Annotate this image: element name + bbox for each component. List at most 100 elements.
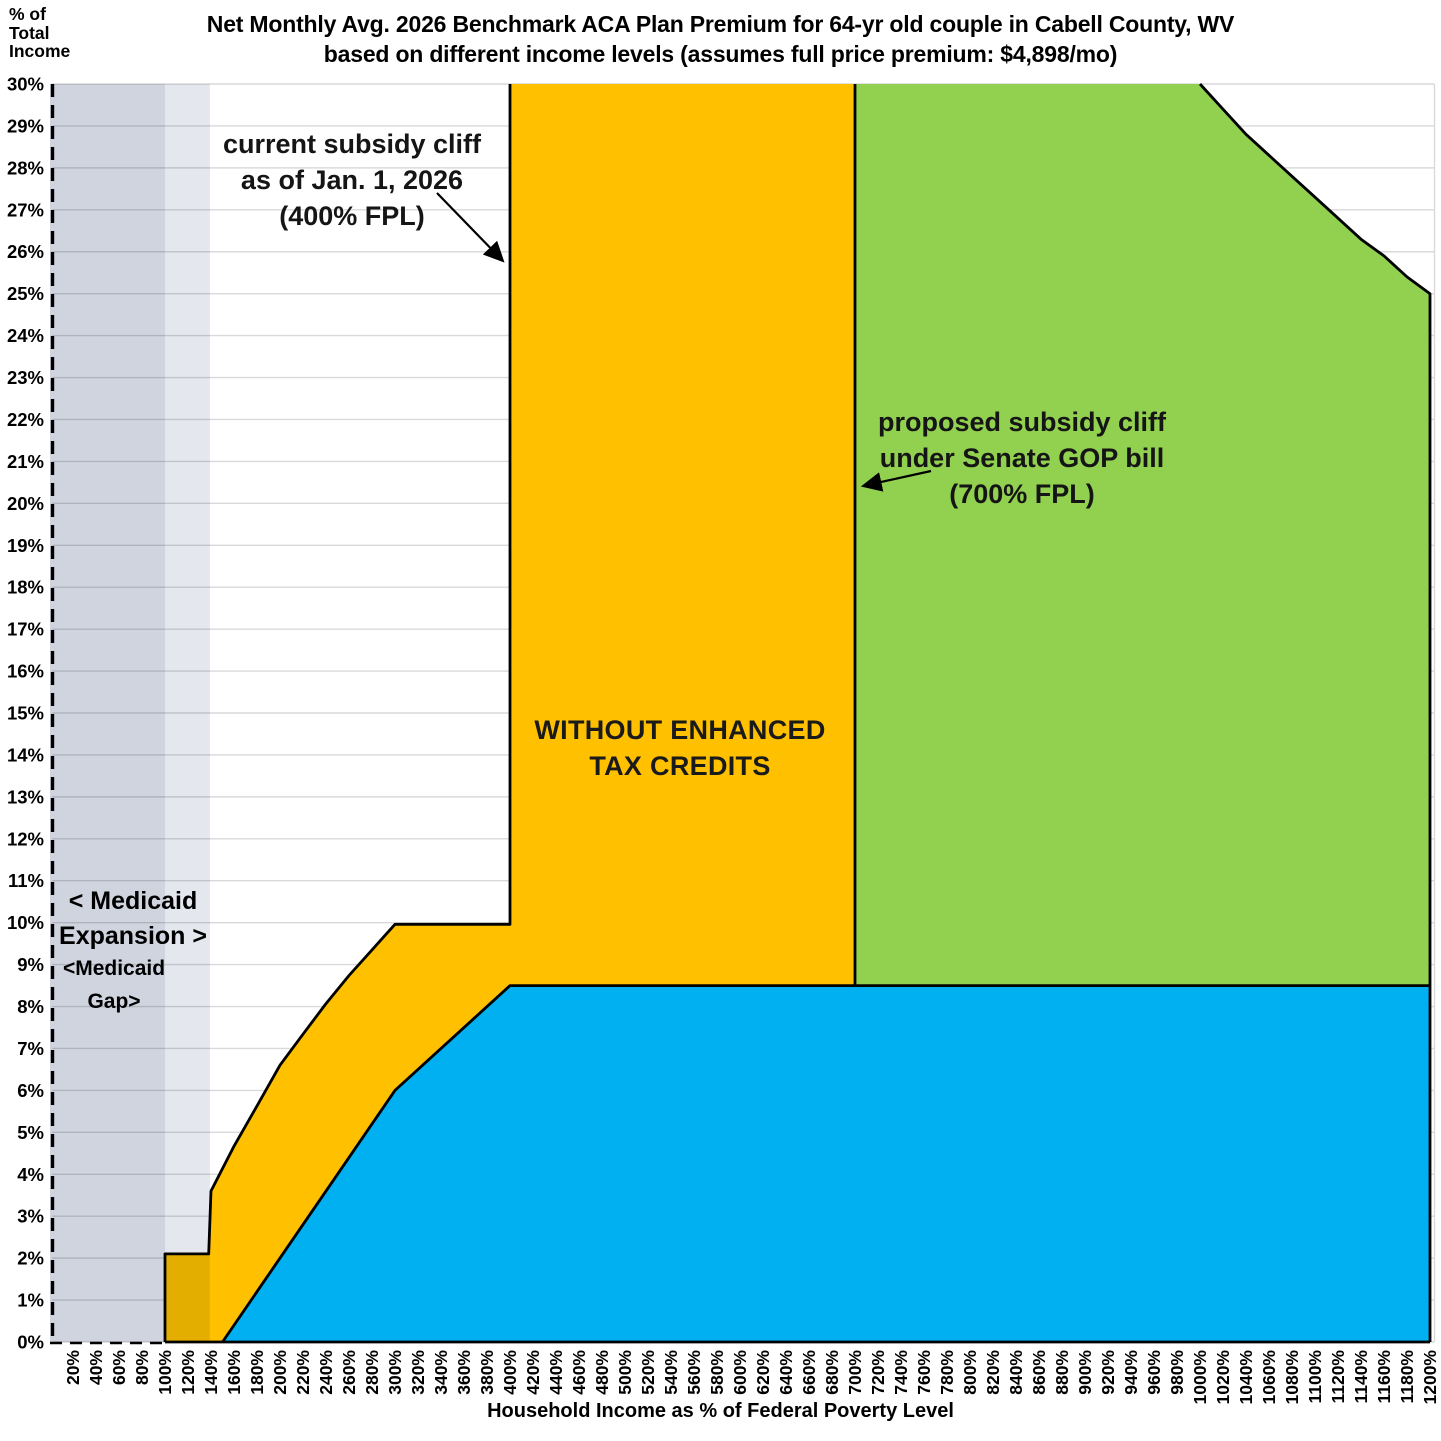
x-tick-label: 500% [615, 1350, 635, 1395]
x-tick-label: 120% [178, 1350, 198, 1395]
x-tick-label: 700% [845, 1350, 865, 1395]
y-tick-label: 8% [17, 996, 44, 1017]
y-tick-label: 4% [17, 1164, 44, 1185]
y-tick-label: 19% [7, 535, 44, 556]
annotation-700-line2: under Senate GOP bill [879, 443, 1165, 473]
y-tick-label: 0% [17, 1332, 44, 1353]
y-tick-label: 13% [7, 786, 44, 807]
y-tick-label: 7% [17, 1038, 44, 1059]
x-tick-label: 380% [477, 1350, 497, 1395]
chart-title-line1: Net Monthly Avg. 2026 Benchmark ACA Plan… [206, 11, 1235, 37]
y-tick-label: 21% [7, 451, 44, 472]
x-tick-label: 480% [592, 1350, 612, 1395]
y-tick-label: 20% [7, 493, 44, 514]
chart-title-line2: based on different income levels (assume… [323, 41, 1118, 67]
x-tick-label: 1040% [1236, 1350, 1256, 1405]
x-tick-label: 1180% [1397, 1350, 1417, 1404]
medicaid-gap-label: <Medicaid Gap> [34, 952, 194, 1018]
y-tick-label: 15% [7, 703, 44, 724]
y-axis-unit-label: % of Total Income [9, 5, 70, 61]
y-tick-label: 14% [7, 744, 44, 765]
x-tick-label: 440% [546, 1350, 566, 1395]
y-tick-label: 5% [17, 1122, 44, 1143]
y-axis-unit-line3: Income [9, 41, 71, 61]
x-tick-label: 780% [937, 1350, 957, 1395]
medicaid-expansion-line2: Expansion > [59, 922, 207, 950]
x-tick-label: 80% [132, 1350, 152, 1385]
x-tick-label: 720% [868, 1350, 888, 1395]
without-label-line1: WITHOUT ENHANCED [534, 715, 826, 745]
y-tick-label: 17% [7, 619, 44, 640]
y-tick-label: 2% [17, 1248, 44, 1269]
x-tick-label: 20% [63, 1350, 83, 1385]
x-tick-label: 1200% [1420, 1350, 1440, 1405]
x-tick-label: 300% [385, 1350, 405, 1395]
x-tick-label: 1000% [1190, 1350, 1210, 1405]
y-tick-label: 22% [7, 409, 44, 430]
y-axis-unit-line2: Total [9, 22, 50, 43]
x-tick-label: 1080% [1282, 1350, 1302, 1405]
y-tick-label: 12% [7, 828, 44, 849]
x-tick-label: 880% [1052, 1350, 1072, 1395]
x-tick-label: 760% [914, 1350, 934, 1395]
annotation-400-line2: as of Jan. 1, 2026 [240, 165, 464, 195]
x-tick-label: 360% [454, 1350, 474, 1395]
x-tick-label: 1160% [1374, 1350, 1394, 1404]
arrow-to-400-cliff [436, 192, 505, 263]
y-tick-label: 29% [7, 115, 44, 136]
y-axis-unit-line1: % of [9, 4, 46, 24]
x-axis-title: Household Income as % of Federal Poverty… [487, 1400, 954, 1422]
x-tick-label: 460% [569, 1350, 589, 1395]
x-tick-label: 980% [1167, 1350, 1187, 1395]
x-tick-label: 220% [293, 1350, 313, 1395]
x-tick-label: 580% [707, 1350, 727, 1395]
x-tick-label: 960% [1144, 1350, 1164, 1395]
y-tick-label: 30% [7, 74, 44, 95]
annotation-700-line3: (700% FPL) [949, 479, 1095, 509]
x-tick-label: 520% [638, 1350, 658, 1395]
y-tick-label: 16% [7, 661, 44, 682]
x-tick-label: 620% [753, 1350, 773, 1395]
medicaid-gap-band [165, 84, 210, 1342]
outline-full-price-curve [1198, 83, 1432, 1342]
medicaid-expansion-label: < Medicaid Expansion > [33, 884, 233, 954]
x-tick-label: 1060% [1259, 1350, 1279, 1405]
x-tick-label: 240% [316, 1350, 336, 1395]
x-tick-label: 740% [891, 1350, 911, 1395]
x-tick-label: 160% [224, 1350, 244, 1395]
medicaid-bands-layer [50, 84, 210, 1342]
x-tick-label: 320% [408, 1350, 428, 1395]
y-tick-label: 3% [17, 1206, 44, 1227]
annotation-700-line1: proposed subsidy cliff [877, 407, 1167, 437]
y-tick-label: 11% [8, 870, 44, 891]
medicaid-expansion-band [50, 84, 165, 1342]
x-tick-label: 180% [247, 1350, 267, 1395]
x-tick-label: 1140% [1351, 1350, 1371, 1404]
x-tick-label: 920% [1098, 1350, 1118, 1395]
x-tick-label: 400% [500, 1350, 520, 1395]
x-tick-label: 420% [523, 1350, 543, 1395]
x-tick-label: 280% [362, 1350, 382, 1395]
medicaid-gap-line2: Gap> [87, 990, 141, 1013]
x-tick-label: 680% [822, 1350, 842, 1395]
x-tick-label: 1020% [1213, 1350, 1233, 1405]
x-tick-label: 1120% [1328, 1350, 1348, 1404]
outline-blue-boundary [221, 984, 1430, 1343]
x-tick-label: 340% [431, 1350, 451, 1395]
x-tick-label: 820% [983, 1350, 1003, 1395]
y-tick-label: 9% [17, 954, 44, 975]
y-tick-label: 18% [7, 577, 44, 598]
y-tick-label: 1% [17, 1290, 44, 1311]
medicaid-expansion-line1: < Medicaid [68, 887, 198, 915]
annotation-current-subsidy-cliff: current subsidy cliff as of Jan. 1, 2026… [152, 126, 552, 234]
axes-layer [50, 84, 1436, 1345]
annotation-arrows-layer [436, 192, 932, 492]
x-tick-label: 840% [1006, 1350, 1026, 1395]
x-tick-label: 100% [155, 1350, 175, 1395]
x-tick-label: 600% [730, 1350, 750, 1395]
area-outlines-layer [163, 83, 1432, 1344]
annotation-proposed-subsidy-cliff: proposed subsidy cliff under Senate GOP … [822, 404, 1222, 512]
medicaid-gap-line1: <Medicaid [62, 957, 166, 980]
